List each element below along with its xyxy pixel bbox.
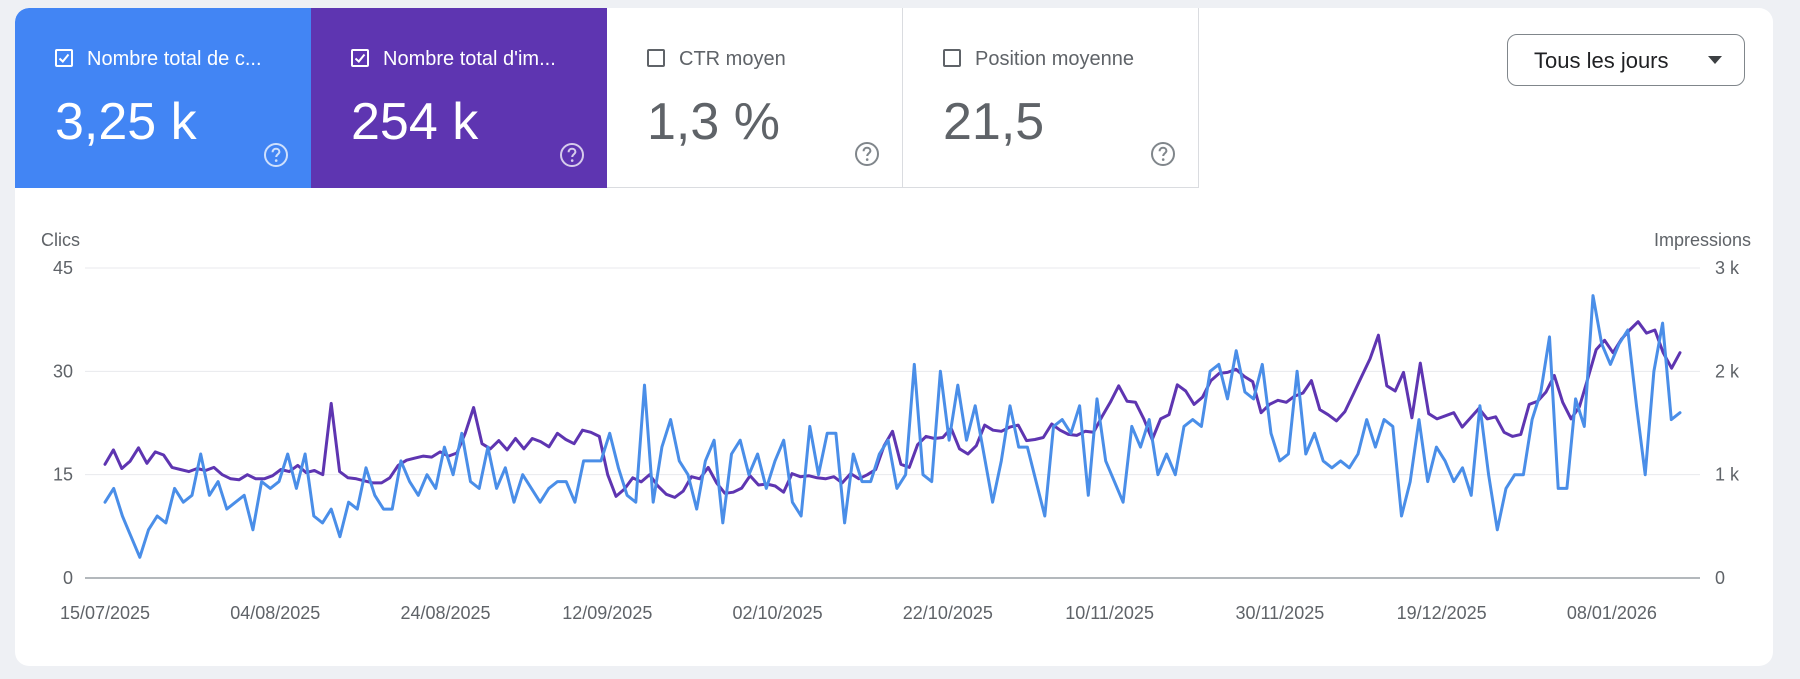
date-range-label: Tous les jours — [1534, 48, 1669, 73]
impressions-series-line — [103, 320, 1682, 499]
checkbox-checked-icon[interactable] — [55, 49, 73, 67]
checkbox-unchecked-icon[interactable] — [647, 49, 665, 67]
performance-panel: Nombre total de c... 3,25 k Nombre total… — [15, 8, 1773, 666]
metric-value: 3,25 k — [55, 93, 197, 151]
metric-value: 1,3 % — [647, 93, 780, 151]
y-left-tick-label: 15 — [53, 465, 73, 485]
metric-card-clicks[interactable]: Nombre total de c... 3,25 k — [15, 8, 311, 188]
x-tick-label: 10/11/2025 — [1065, 603, 1154, 623]
help-circle-icon[interactable] — [1150, 141, 1176, 167]
metric-value: 21,5 — [943, 93, 1045, 151]
metric-cards: Nombre total de c... 3,25 k Nombre total… — [15, 8, 1199, 188]
help-circle-icon[interactable] — [854, 141, 880, 167]
x-tick-label: 19/12/2025 — [1397, 603, 1487, 623]
x-tick-label: 04/08/2025 — [230, 603, 320, 623]
x-tick-label: 24/08/2025 — [400, 603, 490, 623]
y-left-tick-label: 30 — [53, 361, 73, 381]
help-circle-icon[interactable] — [559, 142, 585, 168]
dropdown-arrow-icon — [1708, 56, 1722, 64]
x-tick-label: 08/01/2026 — [1567, 603, 1657, 623]
checkbox-checked-icon[interactable] — [351, 49, 369, 67]
x-tick-label: 30/11/2025 — [1235, 603, 1324, 623]
y-left-tick-label: 45 — [53, 258, 73, 278]
metric-card-impressions[interactable]: Nombre total d'im... 254 k — [311, 8, 607, 188]
y-right-axis-title: Impressions — [1653, 230, 1751, 250]
y-left-axis-title: Clics — [41, 230, 80, 250]
y-right-tick-label: 3 k — [1715, 258, 1740, 278]
x-tick-label: 22/10/2025 — [903, 603, 993, 623]
x-tick-label: 02/10/2025 — [733, 603, 823, 623]
checkbox-unchecked-icon[interactable] — [943, 49, 961, 67]
clicks-series-line — [103, 294, 1682, 559]
x-tick-label: 15/07/2025 — [60, 603, 150, 623]
y-right-tick-label: 2 k — [1715, 361, 1740, 381]
performance-chart: 0 15 30 45 0 1 k 2 k 3 k 15/07/2025 04/08/2025 24/… — [53, 258, 1740, 623]
y-right-tick-label: 0 — [1715, 568, 1725, 588]
y-right-tick-label: 1 k — [1715, 465, 1740, 485]
y-left-tick-label: 0 — [63, 568, 73, 588]
metric-value: 254 k — [351, 93, 479, 151]
metric-card-position[interactable]: Position moyenne 21,5 — [903, 8, 1199, 188]
help-circle-icon[interactable] — [263, 142, 289, 168]
metric-card-ctr[interactable]: CTR moyen 1,3 % — [607, 8, 903, 188]
x-tick-label: 12/09/2025 — [562, 603, 652, 623]
date-range-dropdown[interactable]: Tous les jours — [1507, 34, 1745, 86]
